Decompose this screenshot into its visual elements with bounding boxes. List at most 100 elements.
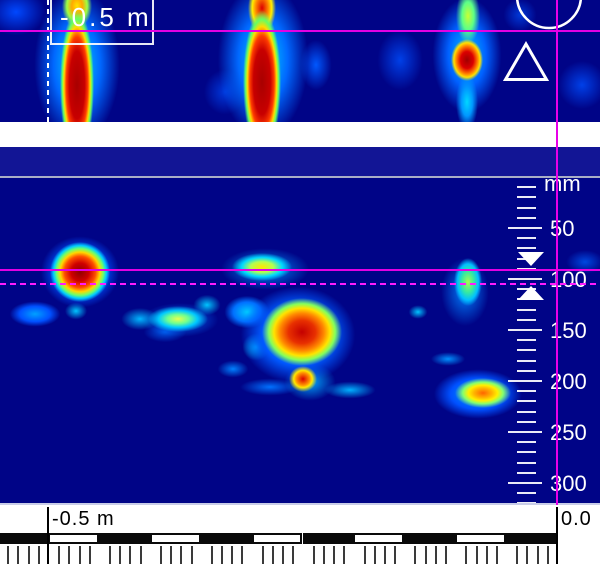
scale-tick: [271, 546, 274, 564]
depth-ruler-tick: [517, 216, 536, 219]
plan-view-panel[interactable]: -0.5 m: [0, 0, 600, 122]
scale-tick: [109, 546, 112, 564]
scale-tick: [424, 546, 427, 564]
scale-bar-segment: [0, 533, 48, 544]
scale-tick: [7, 546, 10, 564]
scale-tick: [88, 546, 91, 564]
scale-bar-segment: [48, 533, 99, 544]
scale-tick: [373, 546, 376, 564]
cross-section-panel[interactable]: mm 50 100 150 200 250 300: [0, 147, 600, 505]
scale-bar-segment: [302, 533, 354, 544]
scale-tick: [129, 546, 132, 564]
scale-tick: [475, 546, 478, 564]
scale-tick: [180, 546, 183, 564]
scale-tick: [495, 546, 498, 564]
depth-ruler-tick: [508, 278, 542, 280]
depth-ruler-tick: [508, 431, 542, 433]
depth-cursor-solid-line: [0, 269, 600, 271]
depth-label: 50: [550, 216, 575, 241]
depth-ruler-tick: [508, 380, 542, 382]
scale-tick: [221, 546, 224, 564]
scale-tick: [119, 546, 122, 564]
scale-tick: [485, 546, 488, 564]
scale-bar-segment: [200, 533, 252, 544]
scale-tick: [333, 546, 336, 564]
depth-ruler-tick: [517, 359, 536, 362]
scale-left-tick-line: [47, 507, 49, 564]
scale-tick: [343, 546, 346, 564]
depth-ruler-tick: [508, 329, 542, 331]
depth-ruler-tick: [517, 461, 536, 464]
depth-ruler-tick: [517, 247, 536, 250]
depth-cursor-lower-handle[interactable]: [518, 286, 544, 300]
depth-ruler-tick: [508, 227, 542, 229]
scale-tick: [27, 546, 30, 564]
cross-section-heatmap: [0, 147, 600, 503]
depth-ruler-tick: [517, 267, 536, 270]
scale-tick: [58, 546, 61, 564]
scale-tick: [394, 546, 397, 564]
scale-tick: [312, 546, 315, 564]
scale-bar-segment: [353, 533, 405, 544]
depth-cursor-dashed-line: [0, 283, 600, 285]
depth-ruler-tick: [517, 390, 536, 393]
depth-ruler-tick: [517, 441, 536, 444]
scale-tick: [414, 546, 417, 564]
depth-ruler-tick: [517, 369, 536, 372]
depth-ruler-tick: [517, 349, 536, 352]
depth-ruler-tick: [508, 482, 542, 484]
surface-zero-line: [0, 176, 600, 178]
depth-ruler-tick: [517, 471, 536, 474]
depth-ruler-tick: [517, 502, 536, 503]
scale-bar-segment: [455, 533, 507, 544]
depth-cursor-upper-handle[interactable]: [518, 252, 544, 266]
scale-tick: [78, 546, 81, 564]
scale-tick: [68, 546, 71, 564]
scale-tick: [17, 546, 20, 564]
scale-tick: [261, 546, 264, 564]
scale-tick: [139, 546, 142, 564]
scale-tick: [516, 546, 519, 564]
scale-tick: [241, 546, 244, 564]
scale-tick: [536, 546, 539, 564]
depth-ruler-tick: [517, 420, 536, 423]
scale-tick: [37, 546, 40, 564]
depth-ruler-tick: [517, 400, 536, 403]
depth-ruler-tick: [517, 206, 536, 209]
crosshair-horizontal-line: [0, 30, 600, 32]
scale-tick: [190, 546, 193, 564]
scale-tick: [210, 546, 213, 564]
position-label-box: -0.5 m: [50, 0, 154, 45]
scale-bar-segment: [404, 533, 456, 544]
depth-ruler-tick: [517, 308, 536, 311]
depth-ruler-tick: [517, 186, 536, 189]
scale-zero-tick-line: [556, 507, 558, 564]
position-label: -0.5 m: [60, 2, 152, 32]
scale-bar-segment: [506, 533, 557, 544]
depth-unit-label: mm: [544, 171, 581, 196]
scale-tick: [383, 546, 386, 564]
scale-tick: [231, 546, 234, 564]
depth-ruler-tick: [517, 410, 536, 413]
scale-tick: [322, 546, 325, 564]
scale-tick: [546, 546, 549, 564]
scale-bar-segment: [251, 533, 303, 544]
scale-tick: [282, 546, 285, 564]
depth-ruler: mm 50 100 150 200 250 300: [0, 147, 600, 503]
scale-tick: [445, 546, 448, 564]
scan-cursor-vertical-line[interactable]: [556, 0, 558, 505]
depth-ruler-tick: [517, 451, 536, 454]
scale-tick: [159, 546, 162, 564]
scale-left-label: -0.5 m: [52, 508, 115, 530]
scale-tick: [465, 546, 468, 564]
scale-tick: [526, 546, 529, 564]
scale-tick: [292, 546, 295, 564]
scale-tick: [363, 546, 366, 564]
scale-tick: [170, 546, 173, 564]
plan-view-heatmap: [0, 0, 600, 122]
position-scale: -0.5 m 0.0: [0, 505, 600, 564]
depth-ruler-tick: [517, 339, 536, 342]
scale-bar-segment: [98, 533, 150, 544]
scale-right-label: 0.0: [561, 508, 592, 530]
position-guide-dashed-line: [47, 0, 49, 122]
